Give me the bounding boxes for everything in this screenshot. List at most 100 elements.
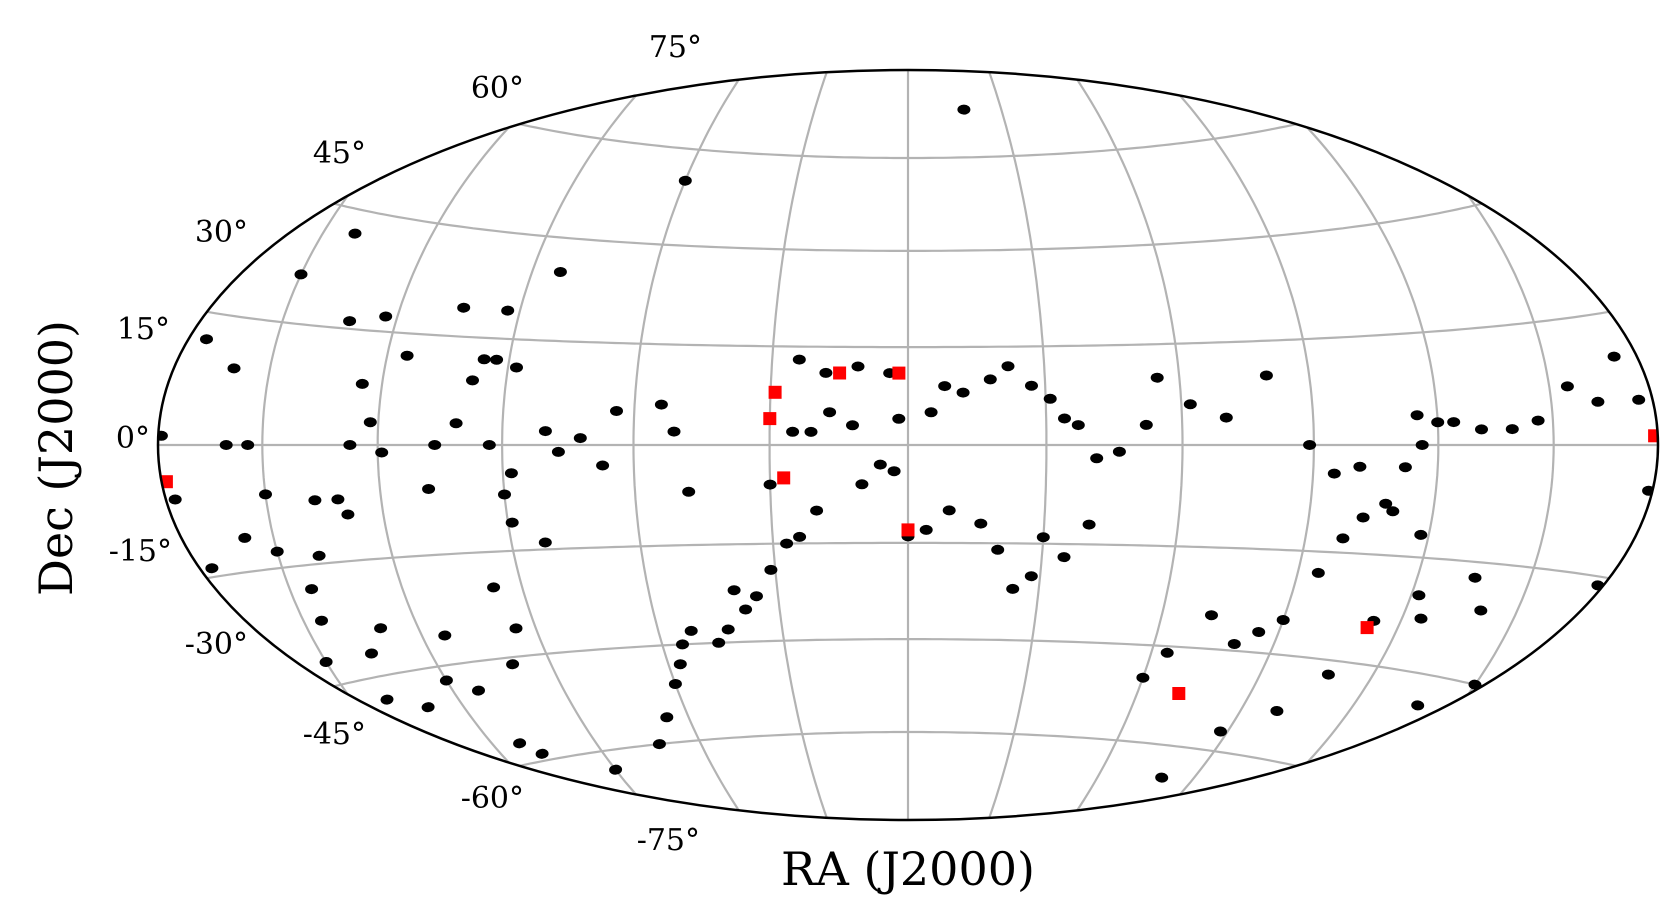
ra-gridline bbox=[951, 70, 1048, 820]
source-point bbox=[919, 524, 933, 535]
source-point bbox=[305, 584, 319, 595]
ra-gridline bbox=[261, 70, 727, 820]
source-point bbox=[1276, 614, 1290, 626]
source-point bbox=[365, 648, 378, 659]
source-point bbox=[1591, 617, 1605, 628]
source-point bbox=[421, 702, 435, 713]
source-point bbox=[538, 537, 552, 548]
source-point bbox=[227, 363, 241, 374]
source-point bbox=[504, 468, 518, 479]
source-point bbox=[319, 656, 333, 668]
source-point bbox=[873, 459, 887, 470]
source-point bbox=[1505, 424, 1519, 435]
source-point bbox=[535, 748, 549, 759]
source-point bbox=[457, 302, 471, 313]
sky-boundary bbox=[156, 68, 1660, 822]
source-point bbox=[1412, 590, 1426, 601]
source-point bbox=[482, 440, 496, 450]
source-point bbox=[1270, 705, 1284, 717]
source-point bbox=[851, 361, 865, 372]
source-point bbox=[1112, 446, 1126, 457]
source-point bbox=[1303, 440, 1317, 450]
source-point bbox=[506, 659, 520, 670]
source-point bbox=[991, 544, 1005, 555]
source-point bbox=[823, 407, 837, 418]
source-point bbox=[1150, 372, 1164, 383]
source-point bbox=[168, 494, 182, 505]
source-point bbox=[1447, 417, 1461, 428]
dec-tick-neg75: -75° bbox=[637, 823, 700, 858]
source-point bbox=[1057, 552, 1071, 563]
dec-tick-15: 15° bbox=[117, 312, 170, 347]
source-point bbox=[892, 413, 906, 424]
source-point bbox=[1379, 498, 1393, 509]
ra-gridline bbox=[500, 70, 783, 820]
ra-gridline bbox=[1033, 70, 1316, 820]
source-point bbox=[855, 479, 869, 490]
source-point bbox=[682, 486, 696, 497]
source-point bbox=[1160, 647, 1174, 658]
ra-gridline bbox=[1065, 70, 1440, 820]
source-point bbox=[1353, 461, 1367, 472]
source-point bbox=[553, 266, 567, 278]
source-point bbox=[739, 604, 753, 615]
source-point bbox=[1139, 419, 1153, 430]
source-point bbox=[1545, 663, 1559, 674]
source-point bbox=[205, 563, 219, 574]
ra-gridline bbox=[376, 70, 751, 820]
source-point bbox=[1398, 462, 1412, 473]
source-point bbox=[1043, 393, 1057, 404]
source-point bbox=[676, 639, 689, 650]
source-point bbox=[1001, 361, 1015, 372]
dec-tick-30: 30° bbox=[195, 215, 248, 250]
source-point bbox=[957, 104, 971, 115]
source-point bbox=[510, 362, 523, 373]
source-point bbox=[538, 426, 552, 437]
source-point bbox=[551, 446, 565, 457]
source-point bbox=[1414, 613, 1428, 624]
highlight-point bbox=[1648, 429, 1658, 443]
source-point bbox=[472, 685, 485, 696]
source-point bbox=[348, 228, 362, 239]
source-point bbox=[1392, 746, 1406, 757]
source-point bbox=[1508, 671, 1522, 682]
source-point bbox=[721, 624, 735, 635]
source-point bbox=[1415, 440, 1429, 450]
source-point bbox=[1474, 605, 1488, 616]
source-point bbox=[490, 354, 504, 365]
source-point bbox=[316, 684, 330, 695]
source-point bbox=[400, 350, 414, 361]
source-point bbox=[1006, 583, 1020, 594]
source-point bbox=[312, 550, 326, 561]
source-point bbox=[1205, 610, 1218, 621]
source-point bbox=[1136, 672, 1150, 683]
highlight-point bbox=[833, 366, 847, 380]
source-point bbox=[1259, 370, 1273, 381]
highlight-point bbox=[763, 412, 777, 426]
source-point bbox=[259, 489, 272, 500]
source-point bbox=[750, 591, 763, 602]
source-point bbox=[712, 637, 726, 648]
source-point bbox=[374, 623, 388, 634]
source-point bbox=[609, 764, 623, 775]
source-point bbox=[1082, 519, 1096, 530]
source-point bbox=[294, 269, 308, 280]
source-point bbox=[1591, 396, 1605, 407]
source-point bbox=[241, 440, 255, 450]
source-point bbox=[363, 417, 377, 428]
source-point bbox=[1427, 739, 1440, 750]
source-point bbox=[308, 495, 322, 506]
source-point bbox=[466, 375, 479, 386]
source-point bbox=[1410, 410, 1424, 421]
source-point bbox=[438, 630, 452, 641]
highlight-point bbox=[901, 523, 915, 537]
dec-tick-neg60: -60° bbox=[461, 781, 524, 816]
source-point bbox=[1411, 700, 1425, 711]
source-point bbox=[1025, 380, 1038, 391]
x-axis-label: RA (J2000) bbox=[781, 842, 1035, 896]
dec-tick-neg45: -45° bbox=[303, 717, 366, 752]
source-point bbox=[1531, 415, 1545, 426]
source-point bbox=[1019, 825, 1033, 836]
source-point bbox=[439, 675, 453, 686]
